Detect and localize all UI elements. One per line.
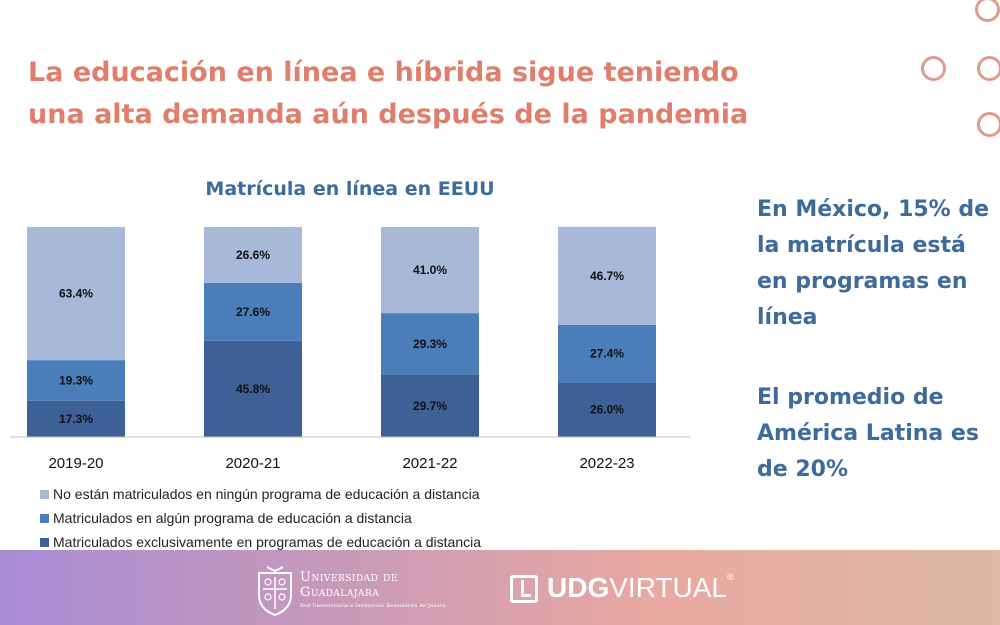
university-name-line-1: Universidad de bbox=[300, 570, 398, 585]
bar-segment-2 bbox=[558, 324, 656, 383]
legend-label: Matriculados exclusivamente en programas… bbox=[53, 534, 482, 550]
brand-rest: VIRTUAL bbox=[609, 572, 727, 603]
x-tick-label: 2019-20 bbox=[48, 455, 103, 472]
brand-bold: UDG bbox=[547, 572, 610, 603]
chart-legend: No están matriculados en ningún programa… bbox=[40, 482, 481, 554]
legend-label: No están matriculados en ningún programa… bbox=[53, 486, 480, 502]
legend-item: No están matriculados en ningún programa… bbox=[40, 482, 481, 506]
circle-icon bbox=[977, 112, 1000, 137]
data-label: 19.3% bbox=[59, 373, 93, 387]
data-label: 46.7% bbox=[590, 269, 624, 283]
legend-item: Matriculados exclusivamente en programas… bbox=[40, 530, 481, 554]
x-tick-label: 2020-21 bbox=[225, 455, 280, 472]
bar-segment-3 bbox=[381, 227, 479, 314]
chart-title: Matrícula en línea en EEUU bbox=[205, 178, 495, 200]
data-label: 17.3% bbox=[59, 412, 93, 426]
data-label: 41.0% bbox=[413, 263, 447, 277]
latam-note: El promedio de América Latina es de 20% bbox=[757, 385, 979, 482]
bar-segment-3 bbox=[558, 226, 656, 325]
data-label: 29.3% bbox=[413, 337, 447, 351]
data-label: 27.6% bbox=[236, 305, 270, 319]
bar-segment-2 bbox=[381, 313, 479, 375]
slide-title-line-1: La educación en línea e híbrida sigue te… bbox=[28, 57, 739, 88]
data-label: 45.8% bbox=[236, 382, 270, 396]
registered-mark: ® bbox=[726, 572, 734, 582]
university-name-line-2: Guadalajara bbox=[300, 585, 380, 600]
udg-virtual-logo-icon bbox=[510, 575, 538, 603]
legend-label: Matriculados en algún programa de educac… bbox=[53, 510, 412, 526]
data-label: 63.4% bbox=[59, 287, 93, 301]
university-subtitle: Red Universitaria e Institución Beneméri… bbox=[300, 603, 446, 609]
stacked-bar-chart: 17.3% 19.3% 63.4% 2019-20 45.8% 27.6% 26.6% 202… bbox=[10, 226, 690, 472]
circle-icon bbox=[975, 0, 1000, 22]
bar-segment-3 bbox=[27, 227, 125, 361]
bar-segment-1 bbox=[381, 374, 479, 437]
bar-segment-1 bbox=[27, 400, 125, 437]
bar-segment-1 bbox=[204, 340, 302, 437]
circle-icon bbox=[977, 56, 1000, 81]
university-name: Universidad de Guadalajara bbox=[300, 570, 398, 600]
circle-icon bbox=[921, 56, 946, 81]
slide-title: La educación en línea e híbrida sigue te… bbox=[28, 52, 788, 136]
x-tick-label: 2022-23 bbox=[579, 455, 634, 472]
data-label: 26.6% bbox=[236, 248, 270, 262]
slide-title-line-2: una alta demanda aún después de la pande… bbox=[28, 99, 749, 130]
udg-virtual-brand: UDGVIRTUAL® bbox=[547, 572, 734, 604]
data-label: 29.7% bbox=[413, 399, 447, 413]
legend-item: Matriculados en algún programa de educac… bbox=[40, 506, 481, 530]
data-label: 27.4% bbox=[590, 347, 624, 361]
legend-swatch bbox=[40, 537, 49, 547]
legend-swatch bbox=[40, 489, 49, 499]
mexico-note: En México, 15% de la matrícula está en p… bbox=[757, 197, 990, 330]
footer-bar bbox=[0, 550, 1000, 625]
bar-segment-1 bbox=[558, 382, 656, 437]
bar-segment-3 bbox=[204, 227, 302, 283]
data-label: 26.0% bbox=[590, 403, 624, 417]
legend-swatch bbox=[40, 513, 49, 523]
bar-segment-2 bbox=[204, 282, 302, 341]
bar-segment-2 bbox=[27, 360, 125, 401]
x-tick-label: 2021-22 bbox=[402, 455, 457, 472]
university-crest-icon bbox=[258, 566, 292, 617]
